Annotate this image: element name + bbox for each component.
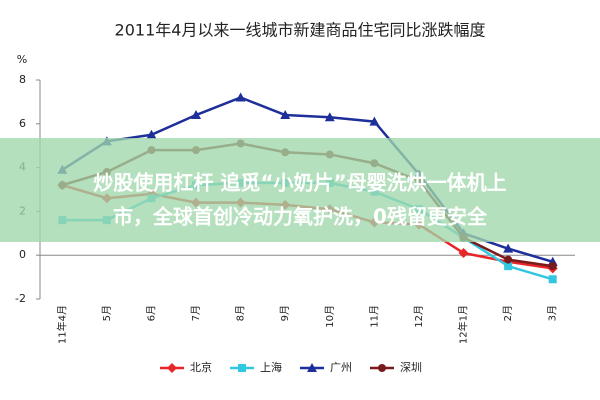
marker [324,112,335,122]
x-tick-label: 8月 [235,305,247,321]
legend-label: 广州 [330,361,352,374]
x-tick-label: 10月 [324,305,336,328]
y-tick-label: 0 [19,248,26,261]
x-tick-label: 11月 [368,305,380,328]
x-tick-label: 3月 [547,305,559,321]
overlay-text: 炒股使用杠杆 追觅“小奶片”母婴洗烘一体机上 [93,171,506,195]
legend-marker [378,364,386,372]
chart-title: 2011年4月以来一线城市新建商品住宅同比涨跌幅度 [115,21,486,40]
marker [458,248,469,259]
y-tick-label: -2 [15,292,26,305]
legend-marker [167,363,177,373]
marker [235,92,246,102]
marker [146,129,157,139]
x-tick-label: 7月 [190,305,202,321]
marker [191,110,202,120]
marker [548,262,557,271]
x-tick-label: 11年4月 [55,305,68,344]
x-tick-label: 12月 [413,305,425,328]
x-tick-label: 2月 [502,305,514,321]
overlay-text: 市，全球首创冷动力氧护洗，0残留更安全 [113,205,488,229]
legend-marker [307,363,317,372]
legend-label: 北京 [190,360,212,374]
marker [280,110,291,120]
marker [369,116,380,126]
marker [548,275,557,284]
marker [503,243,514,253]
marker [504,255,513,264]
x-tick-label: 6月 [145,305,157,321]
y-tick-label: 8 [19,73,26,86]
y-axis-label: % [17,53,27,66]
legend-marker [238,364,246,372]
x-tick-label: 5月 [101,305,113,321]
overlay-banner [0,138,600,242]
y-tick-label: 6 [19,117,26,130]
x-tick-label: 12年1月 [457,305,470,344]
marker [504,262,513,271]
x-tick-label: 9月 [279,305,291,321]
legend-label: 上海 [260,360,282,374]
legend-label: 深圳 [400,361,422,374]
